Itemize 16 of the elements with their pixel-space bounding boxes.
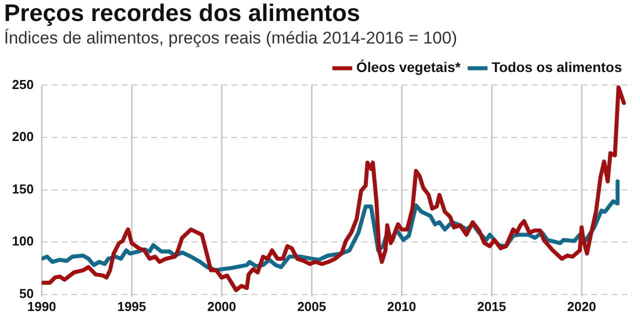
- chart-subtitle: Índices de alimentos, preços reais (média 2014-2016 = 100): [4, 28, 458, 48]
- chart-title: Preços recordes dos alimentos: [4, 0, 360, 28]
- y-tick-label: 50: [19, 286, 34, 301]
- x-tick-label: 2010: [387, 298, 416, 314]
- x-tick-label: 1990: [27, 298, 56, 314]
- y-tick-label: 200: [12, 129, 34, 144]
- x-tick-label: 2000: [207, 298, 236, 314]
- x-tick-label: 2015: [477, 298, 506, 314]
- y-tick-label: 150: [12, 181, 34, 196]
- x-tick-label: 2005: [297, 298, 326, 314]
- x-tick-label: 1995: [117, 298, 146, 314]
- legend-label: Todos os alimentos: [492, 59, 622, 76]
- legend-label: Óleos vegetais*: [356, 59, 462, 76]
- y-tick-label: 100: [12, 234, 34, 249]
- x-tick-label: 2020: [567, 298, 596, 314]
- y-tick-label: 250: [12, 76, 34, 92]
